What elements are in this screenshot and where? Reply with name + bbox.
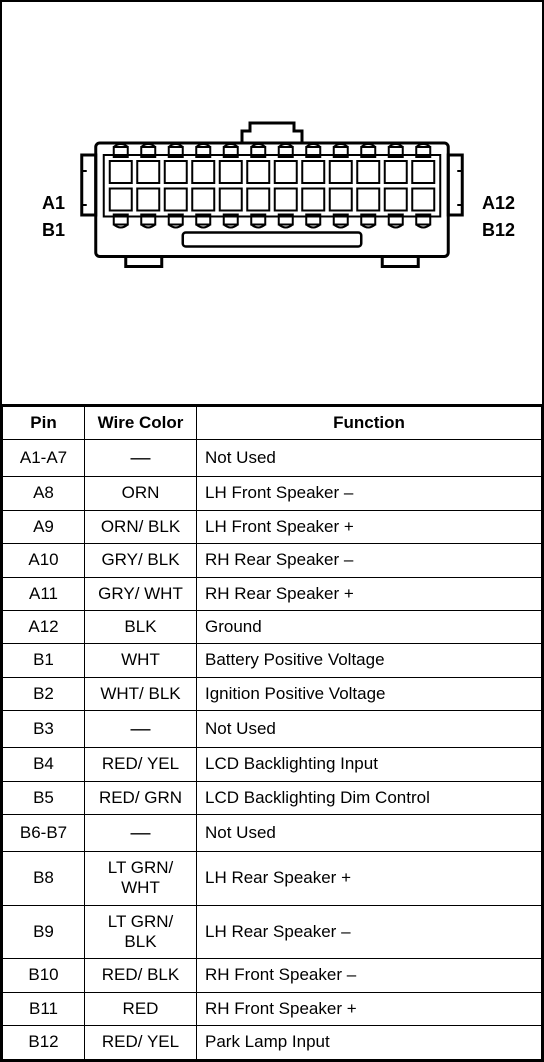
cell-function: LH Rear Speaker + xyxy=(197,851,542,905)
cell-wire-color: LT GRN/WHT xyxy=(85,851,197,905)
cell-pin: B9 xyxy=(3,905,85,959)
table-row: B2WHT/ BLKIgnition Positive Voltage xyxy=(3,677,542,710)
table-row: A12BLKGround xyxy=(3,610,542,643)
cell-function: RH Rear Speaker + xyxy=(197,577,542,610)
cell-wire-color: RED xyxy=(85,992,197,1025)
connector-diagram: A1 B1 A12 B12 xyxy=(2,2,542,406)
cell-pin: B10 xyxy=(3,959,85,992)
cell-pin: B12 xyxy=(3,1026,85,1059)
table-row: B10RED/ BLKRH Front Speaker – xyxy=(3,959,542,992)
cell-pin: B6-B7 xyxy=(3,814,85,851)
cell-function: Ignition Positive Voltage xyxy=(197,677,542,710)
table-row: A8ORNLH Front Speaker – xyxy=(3,477,542,510)
cell-function: LCD Backlighting Dim Control xyxy=(197,781,542,814)
cell-pin: A9 xyxy=(3,510,85,543)
cell-wire-color: GRY/ BLK xyxy=(85,544,197,577)
cell-function: Ground xyxy=(197,610,542,643)
table-row: B6-B7—Not Used xyxy=(3,814,542,851)
cell-function: LH Front Speaker + xyxy=(197,510,542,543)
cell-function: RH Front Speaker – xyxy=(197,959,542,992)
cell-function: LH Rear Speaker – xyxy=(197,905,542,959)
table-row: A11GRY/ WHTRH Rear Speaker + xyxy=(3,577,542,610)
cell-wire-color: — xyxy=(85,711,197,748)
table-row: B12RED/ YELPark Lamp Input xyxy=(3,1026,542,1059)
table-row: A1-A7—Not Used xyxy=(3,440,542,477)
cell-pin: B5 xyxy=(3,781,85,814)
cell-pin: A12 xyxy=(3,610,85,643)
cell-wire-color: — xyxy=(85,440,197,477)
cell-wire-color: ORN xyxy=(85,477,197,510)
table-row: A10GRY/ BLKRH Rear Speaker – xyxy=(3,544,542,577)
table-row: B3—Not Used xyxy=(3,711,542,748)
pin-label-b12: B12 xyxy=(482,220,515,241)
table-row: B5RED/ GRNLCD Backlighting Dim Control xyxy=(3,781,542,814)
cell-wire-color: WHT/ BLK xyxy=(85,677,197,710)
cell-wire-color: LT GRN/BLK xyxy=(85,905,197,959)
cell-function: LCD Backlighting Input xyxy=(197,748,542,781)
cell-pin: A11 xyxy=(3,577,85,610)
cell-pin: B11 xyxy=(3,992,85,1025)
col-header-func: Function xyxy=(197,407,542,440)
cell-pin: A8 xyxy=(3,477,85,510)
cell-pin: B1 xyxy=(3,644,85,677)
cell-function: Not Used xyxy=(197,711,542,748)
table-row: A9ORN/ BLKLH Front Speaker + xyxy=(3,510,542,543)
cell-pin: A1-A7 xyxy=(3,440,85,477)
cell-function: Not Used xyxy=(197,440,542,477)
cell-wire-color: RED/ YEL xyxy=(85,748,197,781)
cell-wire-color: BLK xyxy=(85,610,197,643)
pin-label-b1: B1 xyxy=(42,220,65,241)
cell-wire-color: GRY/ WHT xyxy=(85,577,197,610)
cell-wire-color: ORN/ BLK xyxy=(85,510,197,543)
cell-function: Battery Positive Voltage xyxy=(197,644,542,677)
cell-pin: B2 xyxy=(3,677,85,710)
cell-pin: B8 xyxy=(3,851,85,905)
cell-function: Not Used xyxy=(197,814,542,851)
table-row: B1WHTBattery Positive Voltage xyxy=(3,644,542,677)
cell-wire-color: RED/ GRN xyxy=(85,781,197,814)
cell-pin: B4 xyxy=(3,748,85,781)
cell-pin: A10 xyxy=(3,544,85,577)
pinout-table: Pin Wire Color Function A1-A7—Not UsedA8… xyxy=(2,406,542,1060)
cell-wire-color: WHT xyxy=(85,644,197,677)
pin-label-a12: A12 xyxy=(482,193,515,214)
table-row: B11REDRH Front Speaker + xyxy=(3,992,542,1025)
cell-function: Park Lamp Input xyxy=(197,1026,542,1059)
pin-label-a1: A1 xyxy=(42,193,65,214)
cell-pin: B3 xyxy=(3,711,85,748)
cell-function: RH Front Speaker + xyxy=(197,992,542,1025)
table-row: B9LT GRN/BLKLH Rear Speaker – xyxy=(3,905,542,959)
col-header-color: Wire Color xyxy=(85,407,197,440)
cell-wire-color: RED/ BLK xyxy=(85,959,197,992)
cell-function: RH Rear Speaker – xyxy=(197,544,542,577)
col-header-pin: Pin xyxy=(3,407,85,440)
cell-wire-color: — xyxy=(85,814,197,851)
cell-function: LH Front Speaker – xyxy=(197,477,542,510)
table-row: B8LT GRN/WHTLH Rear Speaker + xyxy=(3,851,542,905)
table-row: B4RED/ YELLCD Backlighting Input xyxy=(3,748,542,781)
page-frame: A1 B1 A12 B12 Pin Wire Color Function A1… xyxy=(0,0,544,1062)
cell-wire-color: RED/ YEL xyxy=(85,1026,197,1059)
table-header-row: Pin Wire Color Function xyxy=(3,407,542,440)
